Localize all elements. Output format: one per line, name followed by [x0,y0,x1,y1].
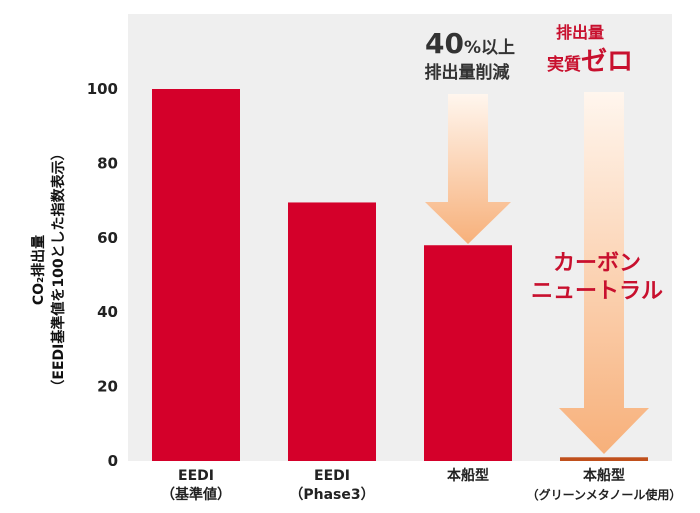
y-tick-label: 0 [108,452,118,470]
y-tick-label: 100 [87,80,118,98]
category-sublabel: （グリーンメタノール使用） [527,487,682,502]
bar [560,457,648,461]
reduction-unit: %以上 [464,38,515,58]
category-sublabel: （Phase3） [289,487,374,503]
category-label: EEDI [314,468,350,484]
reduction-annotation-line2: 排出量削減 [425,62,510,83]
zero-annotation-big: ゼロ [581,47,633,77]
annotation-arrows [425,92,649,454]
reduction-annotation-line1: 40%以上 [425,27,515,60]
bar-series [152,89,648,461]
carbon-neutral-line2: ニュートラル [531,279,663,304]
category-label: 本船型 [447,467,489,484]
y-tick-label: 80 [97,154,118,172]
y-tick-label: 60 [97,229,118,247]
bar [424,245,512,461]
category-sublabel: （基準値） [161,486,231,503]
y-axis-ticks: 0 20 40 60 80 100 [87,80,118,470]
y-tick-label: 20 [97,378,118,396]
y-axis-title-line2: （EEDI基準値を100とした指数表示） [50,146,67,393]
category-label: EEDI [178,468,214,484]
zero-annotation-line2: 実質ゼロ [547,47,633,77]
zero-annotation-small: 実質 [547,54,581,75]
category-label: 本船型 [583,467,625,484]
y-axis-title-line1: CO₂排出量 [30,235,47,305]
reduction-percent: 40 [425,27,464,60]
zero-emission-arrow [559,92,649,454]
zero-annotation-line1: 排出量 [556,23,604,42]
x-axis-category-labels: EEDI （基準値） EEDI （Phase3） 本船型 本船型 （グリーンメタノール使用） [161,467,681,503]
reduction-arrow [425,94,511,244]
y-tick-label: 40 [97,303,118,321]
carbon-neutral-line1: カーボン [553,251,641,276]
bar [152,89,240,461]
bar [288,202,376,461]
